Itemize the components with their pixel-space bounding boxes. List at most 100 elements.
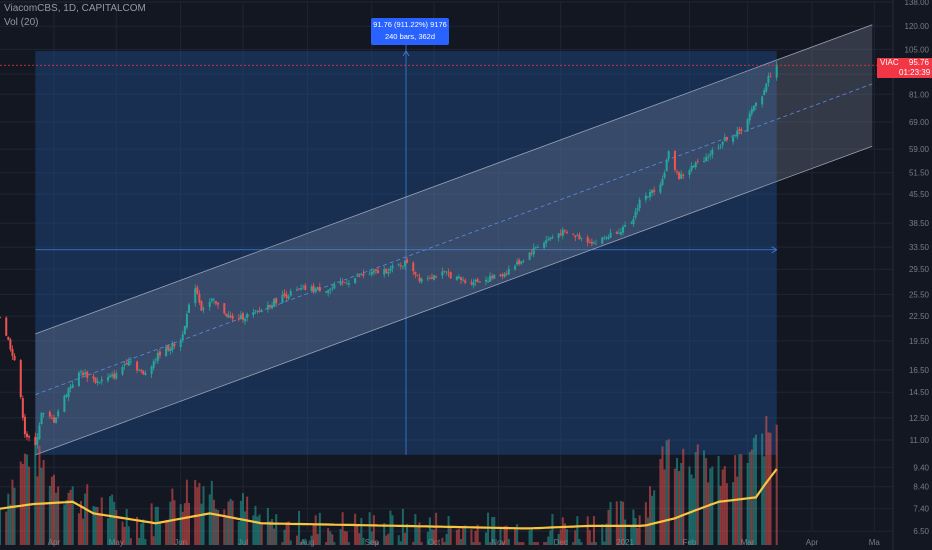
regression-channel-fill xyxy=(35,24,873,455)
candle-body xyxy=(661,178,664,186)
volume-bar xyxy=(127,526,130,545)
candle-body xyxy=(636,208,639,211)
volume-bar xyxy=(165,519,168,545)
volume-bar xyxy=(295,535,298,545)
candle-body xyxy=(734,134,737,136)
volume-bar xyxy=(354,513,357,545)
candle-body xyxy=(646,196,649,198)
candle-body xyxy=(572,233,575,235)
volume-bar xyxy=(532,542,535,545)
volume-bar xyxy=(518,542,521,545)
volume-bar xyxy=(372,515,375,545)
volume-bar xyxy=(106,518,110,545)
candle-body xyxy=(65,395,68,397)
candle-body xyxy=(696,161,699,162)
volume-bar xyxy=(25,454,29,545)
candle-body xyxy=(34,436,37,446)
volume-bar xyxy=(304,538,307,545)
volume-bar xyxy=(586,516,589,545)
volume-bar xyxy=(721,469,724,545)
candle-body xyxy=(345,283,348,285)
candle-body xyxy=(501,274,504,277)
volume-bar xyxy=(707,482,710,545)
volume-bar xyxy=(443,542,446,545)
candle-body xyxy=(705,157,708,162)
candle-body xyxy=(127,360,130,366)
candle-body xyxy=(183,326,186,334)
volume-bar xyxy=(13,487,16,545)
volume-bar xyxy=(138,537,141,545)
candle-body xyxy=(109,375,112,378)
candle-body xyxy=(457,276,460,279)
volume-bar xyxy=(624,519,627,545)
candle-body xyxy=(138,369,141,371)
volume-bar xyxy=(659,458,662,545)
candle-body xyxy=(179,340,182,347)
candle-body xyxy=(121,367,124,375)
volume-bar xyxy=(622,501,625,545)
candle-body xyxy=(5,317,8,336)
candle-body xyxy=(50,417,53,419)
volume-bar xyxy=(732,482,735,545)
volume-bar xyxy=(702,450,706,545)
candle-body xyxy=(462,279,465,281)
candle-body xyxy=(688,170,691,176)
volume-bar xyxy=(653,490,656,545)
volume-bar xyxy=(636,528,639,545)
candle-body xyxy=(343,282,346,284)
volume-bar xyxy=(217,510,220,545)
volume-bar xyxy=(258,514,261,545)
candle-body xyxy=(447,272,450,274)
volume-bar xyxy=(673,468,676,545)
volume-bar xyxy=(115,509,118,545)
volume-bar xyxy=(123,526,126,545)
candle-body xyxy=(42,413,45,415)
candle-body xyxy=(113,373,116,379)
candle-body xyxy=(441,271,444,276)
x-tick-label: Ma xyxy=(869,538,881,547)
candle-body xyxy=(152,361,155,368)
candle-body xyxy=(464,280,467,283)
volume-bar xyxy=(302,540,305,545)
volume-bar xyxy=(208,494,211,545)
candle-body xyxy=(536,246,539,248)
volume-bar xyxy=(271,519,274,545)
volume-bar xyxy=(356,525,359,545)
candle-body xyxy=(140,370,143,372)
volume-bar xyxy=(287,521,290,545)
x-tick-label: Aug xyxy=(300,538,314,547)
volume-bar xyxy=(333,542,336,545)
volume-bar xyxy=(630,526,633,545)
y-tick-label: 33.50 xyxy=(909,243,930,252)
volume-bar xyxy=(694,452,697,545)
candle-body xyxy=(244,318,247,322)
volume-bar xyxy=(214,509,217,545)
candle-body xyxy=(339,281,342,285)
volume-bar xyxy=(285,522,288,545)
volume-bar xyxy=(34,442,37,545)
volume-bar xyxy=(341,512,344,545)
candle-body xyxy=(520,261,523,264)
volume-bar xyxy=(343,531,346,545)
volume-bar xyxy=(399,541,402,545)
measure-bars-text: 240 bars, 362d xyxy=(384,32,436,41)
candle-body xyxy=(609,232,612,238)
volume-bar xyxy=(678,471,681,545)
volume-bar xyxy=(77,513,80,545)
volume-bar xyxy=(71,486,74,545)
candle-body xyxy=(331,287,334,289)
candle-body xyxy=(711,149,714,155)
volume-bar xyxy=(723,466,726,545)
candle-body xyxy=(94,377,97,383)
channel-upper-line xyxy=(35,24,873,335)
volume-bar xyxy=(167,522,170,545)
volume-bar xyxy=(360,518,363,545)
candle-body xyxy=(401,265,404,267)
candle-body xyxy=(406,259,409,263)
candle-body xyxy=(150,366,153,374)
candle-body xyxy=(295,289,298,291)
candle-body xyxy=(414,272,417,275)
volume-bar xyxy=(314,515,317,545)
volume-bar xyxy=(187,502,191,545)
